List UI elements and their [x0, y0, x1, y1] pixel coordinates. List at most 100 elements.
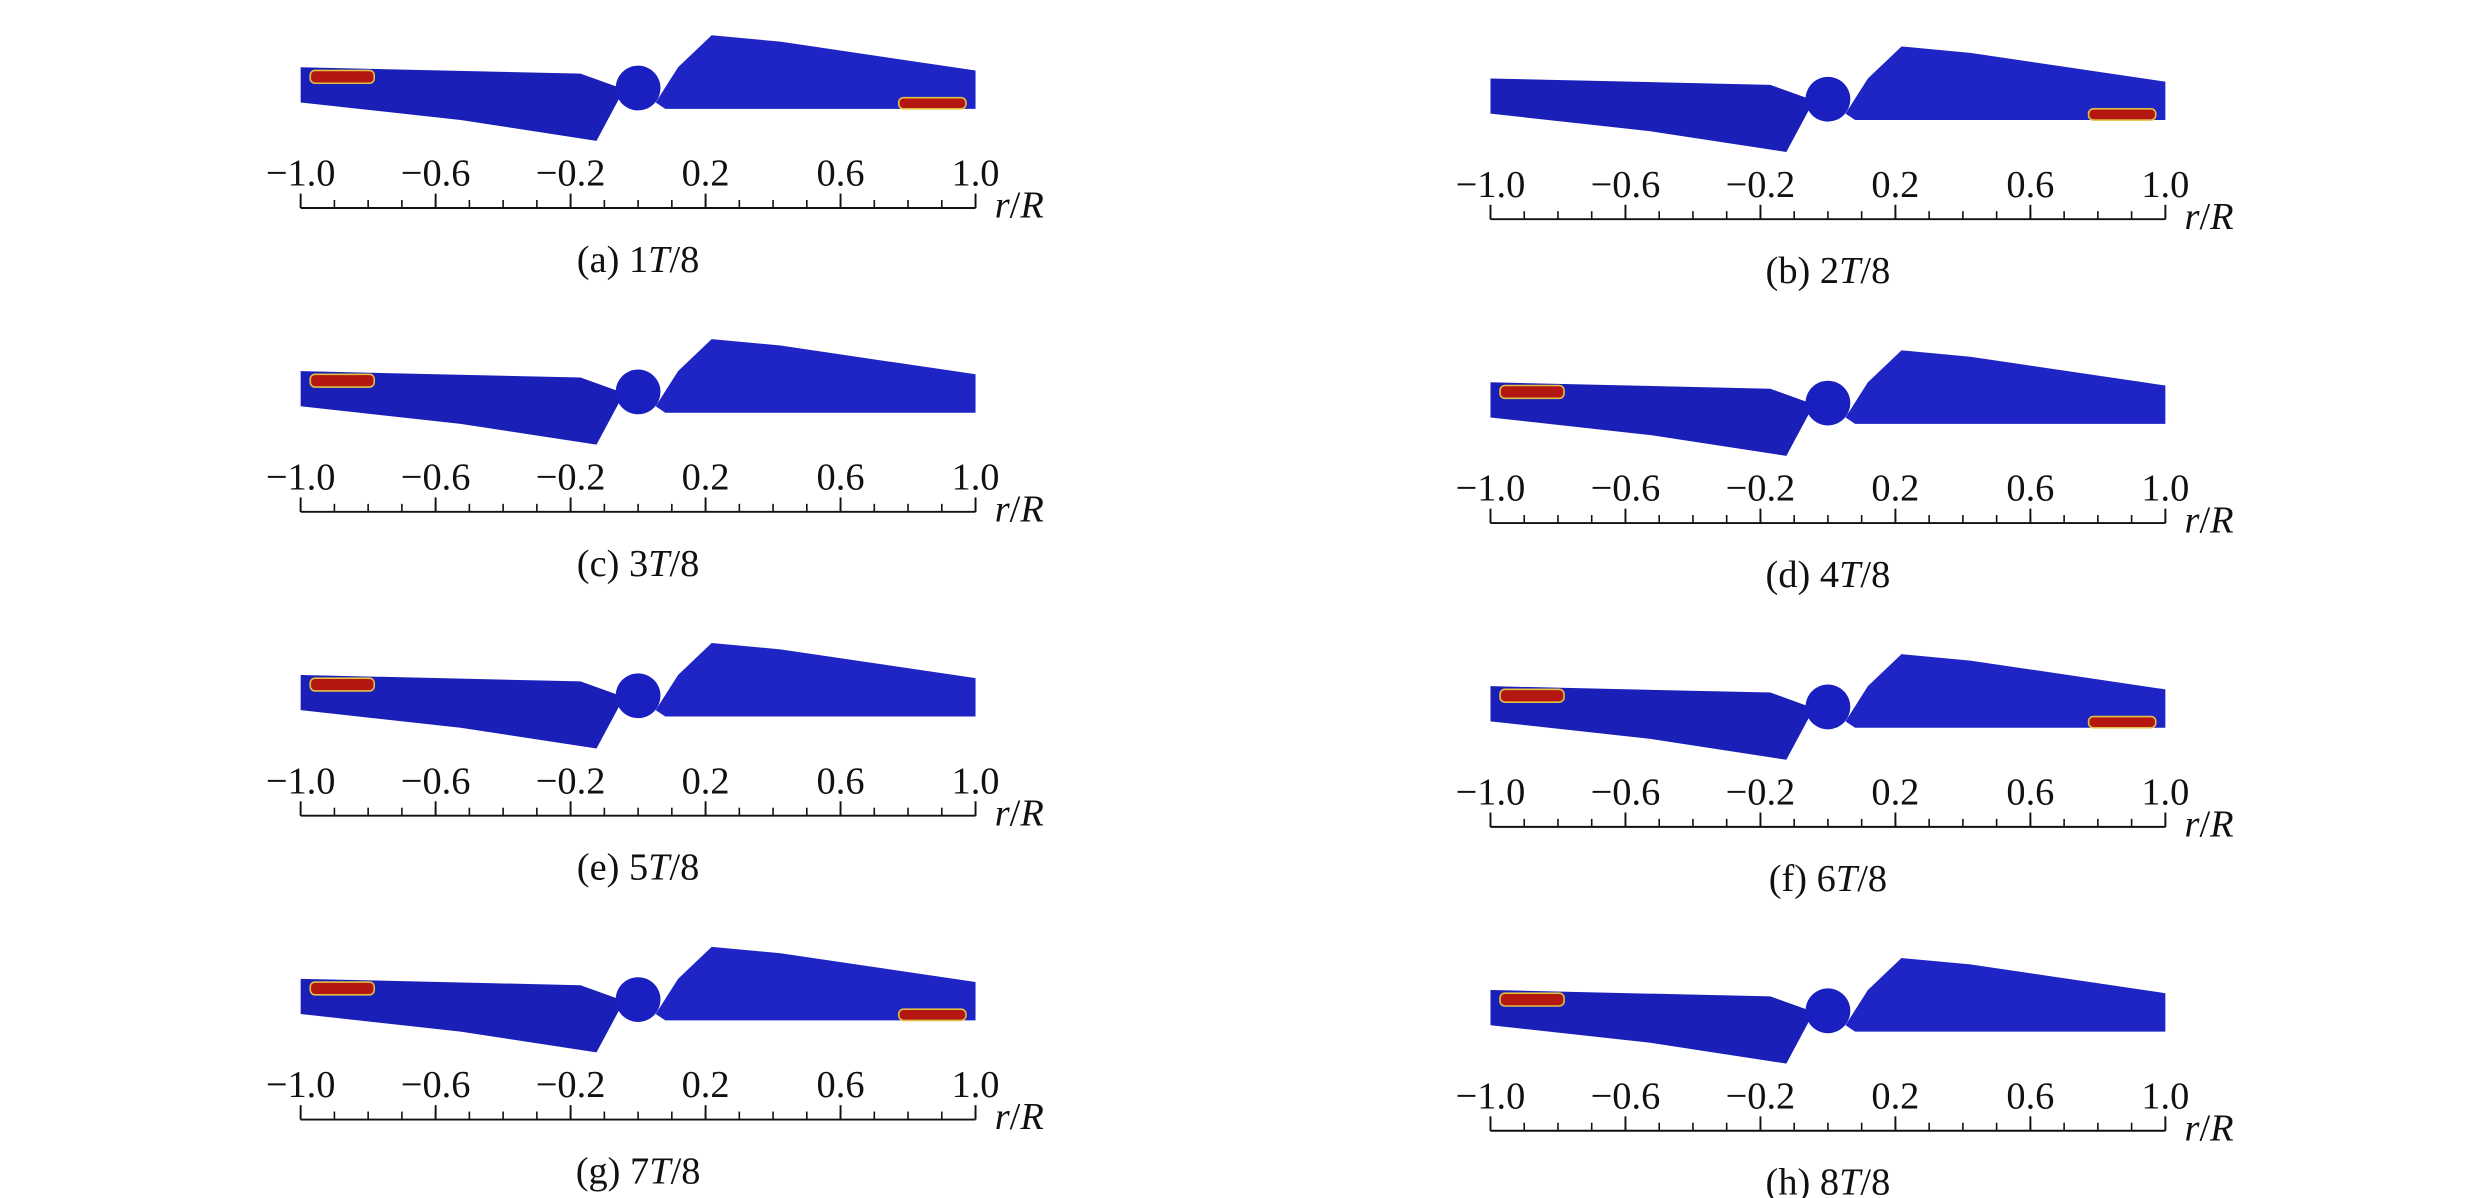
panel: −1.0 −0.6 −0.2 0.2 0.6 1.0r/R (g) 7T/8 [266, 946, 1044, 1193]
tick-label: −0.6 [401, 456, 471, 498]
axis-label-part: / [1010, 792, 1021, 834]
tick-label: −0.6 [1591, 468, 1661, 510]
hub [1805, 988, 1851, 1034]
caption-part: /8 [1860, 250, 1890, 292]
blade-left [1490, 990, 1811, 1064]
caption-part: /8 [670, 239, 700, 281]
tick-label: −0.2 [536, 1064, 606, 1106]
axis-label-part: R [2209, 196, 2233, 238]
tick-label: 1.0 [2141, 1075, 2189, 1117]
axis-label-part: / [2199, 1107, 2210, 1149]
caption: (e) 5T/8 [577, 847, 700, 889]
axis-label-part: / [2199, 500, 2210, 542]
caption-part: (a) 1 [577, 239, 648, 281]
tick-label: −0.6 [1591, 772, 1661, 814]
tick-label: 0.6 [2006, 772, 2054, 814]
hub [615, 673, 661, 719]
hot-spot [1499, 384, 1565, 400]
axis-label-part: / [1010, 1096, 1021, 1138]
axis-label-part: r [995, 1096, 1011, 1138]
hot-spot [309, 677, 376, 692]
hub [1805, 380, 1851, 426]
hot-spot [1499, 992, 1565, 1007]
hub [615, 65, 661, 111]
caption-part: T [648, 847, 672, 889]
blade-left [1490, 78, 1811, 153]
tick-label: −0.2 [1726, 772, 1796, 814]
tick-label: −0.6 [401, 1064, 471, 1106]
caption-part: (h) 8 [1766, 1162, 1840, 1198]
axis-label: r/R [2185, 803, 2234, 845]
caption: (f) 6T/8 [1769, 858, 1887, 900]
axis-label-part: r [995, 185, 1011, 227]
axis-label: r/R [995, 792, 1044, 834]
tick-label: 0.2 [682, 760, 730, 802]
blade-right [1845, 350, 2166, 424]
hot-spot [2087, 715, 2157, 729]
axis-label: r/R [2185, 196, 2234, 238]
tick-label: 1.0 [2141, 164, 2189, 206]
panel: −1.0 −0.6 −0.2 0.2 0.6 1.0r/R (d) 4T/8 [1456, 350, 2234, 596]
hot-spot [1499, 688, 1565, 703]
axis-label-part: R [1019, 792, 1043, 834]
caption-part: /8 [670, 847, 700, 889]
axis-label-part: r [995, 488, 1011, 530]
tick-label: 1.0 [2141, 468, 2189, 510]
tick-label: 1.0 [952, 760, 1000, 802]
caption-part: T [648, 239, 672, 281]
tick-label: −1.0 [266, 456, 336, 498]
tick-label: 0.2 [682, 1064, 730, 1106]
hot-spot [897, 96, 967, 110]
tick-label: −0.6 [1591, 164, 1661, 206]
tick-label: 1.0 [2141, 772, 2189, 814]
caption-part: T [648, 543, 672, 585]
tick-label: −1.0 [266, 1064, 336, 1106]
tick-label: 0.6 [2006, 468, 2054, 510]
tick-label: 0.6 [2006, 1075, 2054, 1117]
axis-label: r/R [995, 1096, 1044, 1138]
caption-part: (d) 4 [1766, 554, 1840, 596]
hot-spot [309, 373, 376, 388]
tick-label: −0.2 [1726, 164, 1796, 206]
axis-label: r/R [2185, 500, 2234, 542]
blade-right [655, 946, 976, 1021]
tick-label: 1.0 [952, 153, 1000, 195]
caption-part: (e) 5 [577, 847, 648, 889]
tick-label: −0.2 [536, 760, 606, 802]
panel: −1.0 −0.6 −0.2 0.2 0.6 1.0r/R (c) 3T/8 [266, 339, 1044, 585]
tick-label: 0.6 [817, 153, 865, 195]
tick-label: 0.2 [682, 153, 730, 195]
caption: (h) 8T/8 [1766, 1162, 1891, 1198]
axis-label-part: / [2199, 803, 2210, 845]
blade-right [655, 642, 976, 717]
tick-label: −1.0 [1456, 1075, 1526, 1117]
axis-label-part: R [2209, 500, 2233, 542]
tick-label: 0.2 [1871, 1075, 1919, 1117]
tick-label: 0.6 [817, 760, 865, 802]
axis-label-part: / [1010, 185, 1021, 227]
hub [615, 977, 661, 1022]
hub [1805, 76, 1851, 122]
blade-left [300, 674, 621, 749]
blade-left [300, 371, 621, 445]
blade-left [1490, 382, 1811, 456]
tick-label: −1.0 [1456, 772, 1526, 814]
axis-label: r/R [2185, 1107, 2234, 1149]
caption-part: (c) 3 [577, 543, 648, 585]
caption-part: /8 [1860, 554, 1890, 596]
hot-spot [309, 981, 376, 996]
hot-spot [897, 1008, 967, 1022]
axis-label-part: R [1019, 1096, 1043, 1138]
axis-label: r/R [995, 185, 1044, 227]
blade-left [300, 67, 621, 141]
tick-label: 0.2 [1871, 164, 1919, 206]
axis-label-part: r [2185, 803, 2201, 845]
caption-part: /8 [1857, 858, 1887, 900]
tick-label: −1.0 [1456, 468, 1526, 510]
panel: −1.0 −0.6 −0.2 0.2 0.6 1.0r/R (e) 5T/8 [266, 642, 1044, 889]
caption-part: /8 [670, 543, 700, 585]
tick-label: −1.0 [1456, 164, 1526, 206]
tick-label: 0.2 [682, 456, 730, 498]
panel: −1.0 −0.6 −0.2 0.2 0.6 1.0r/R (b) 2T/8 [1456, 46, 2234, 292]
blade-left [300, 978, 621, 1053]
